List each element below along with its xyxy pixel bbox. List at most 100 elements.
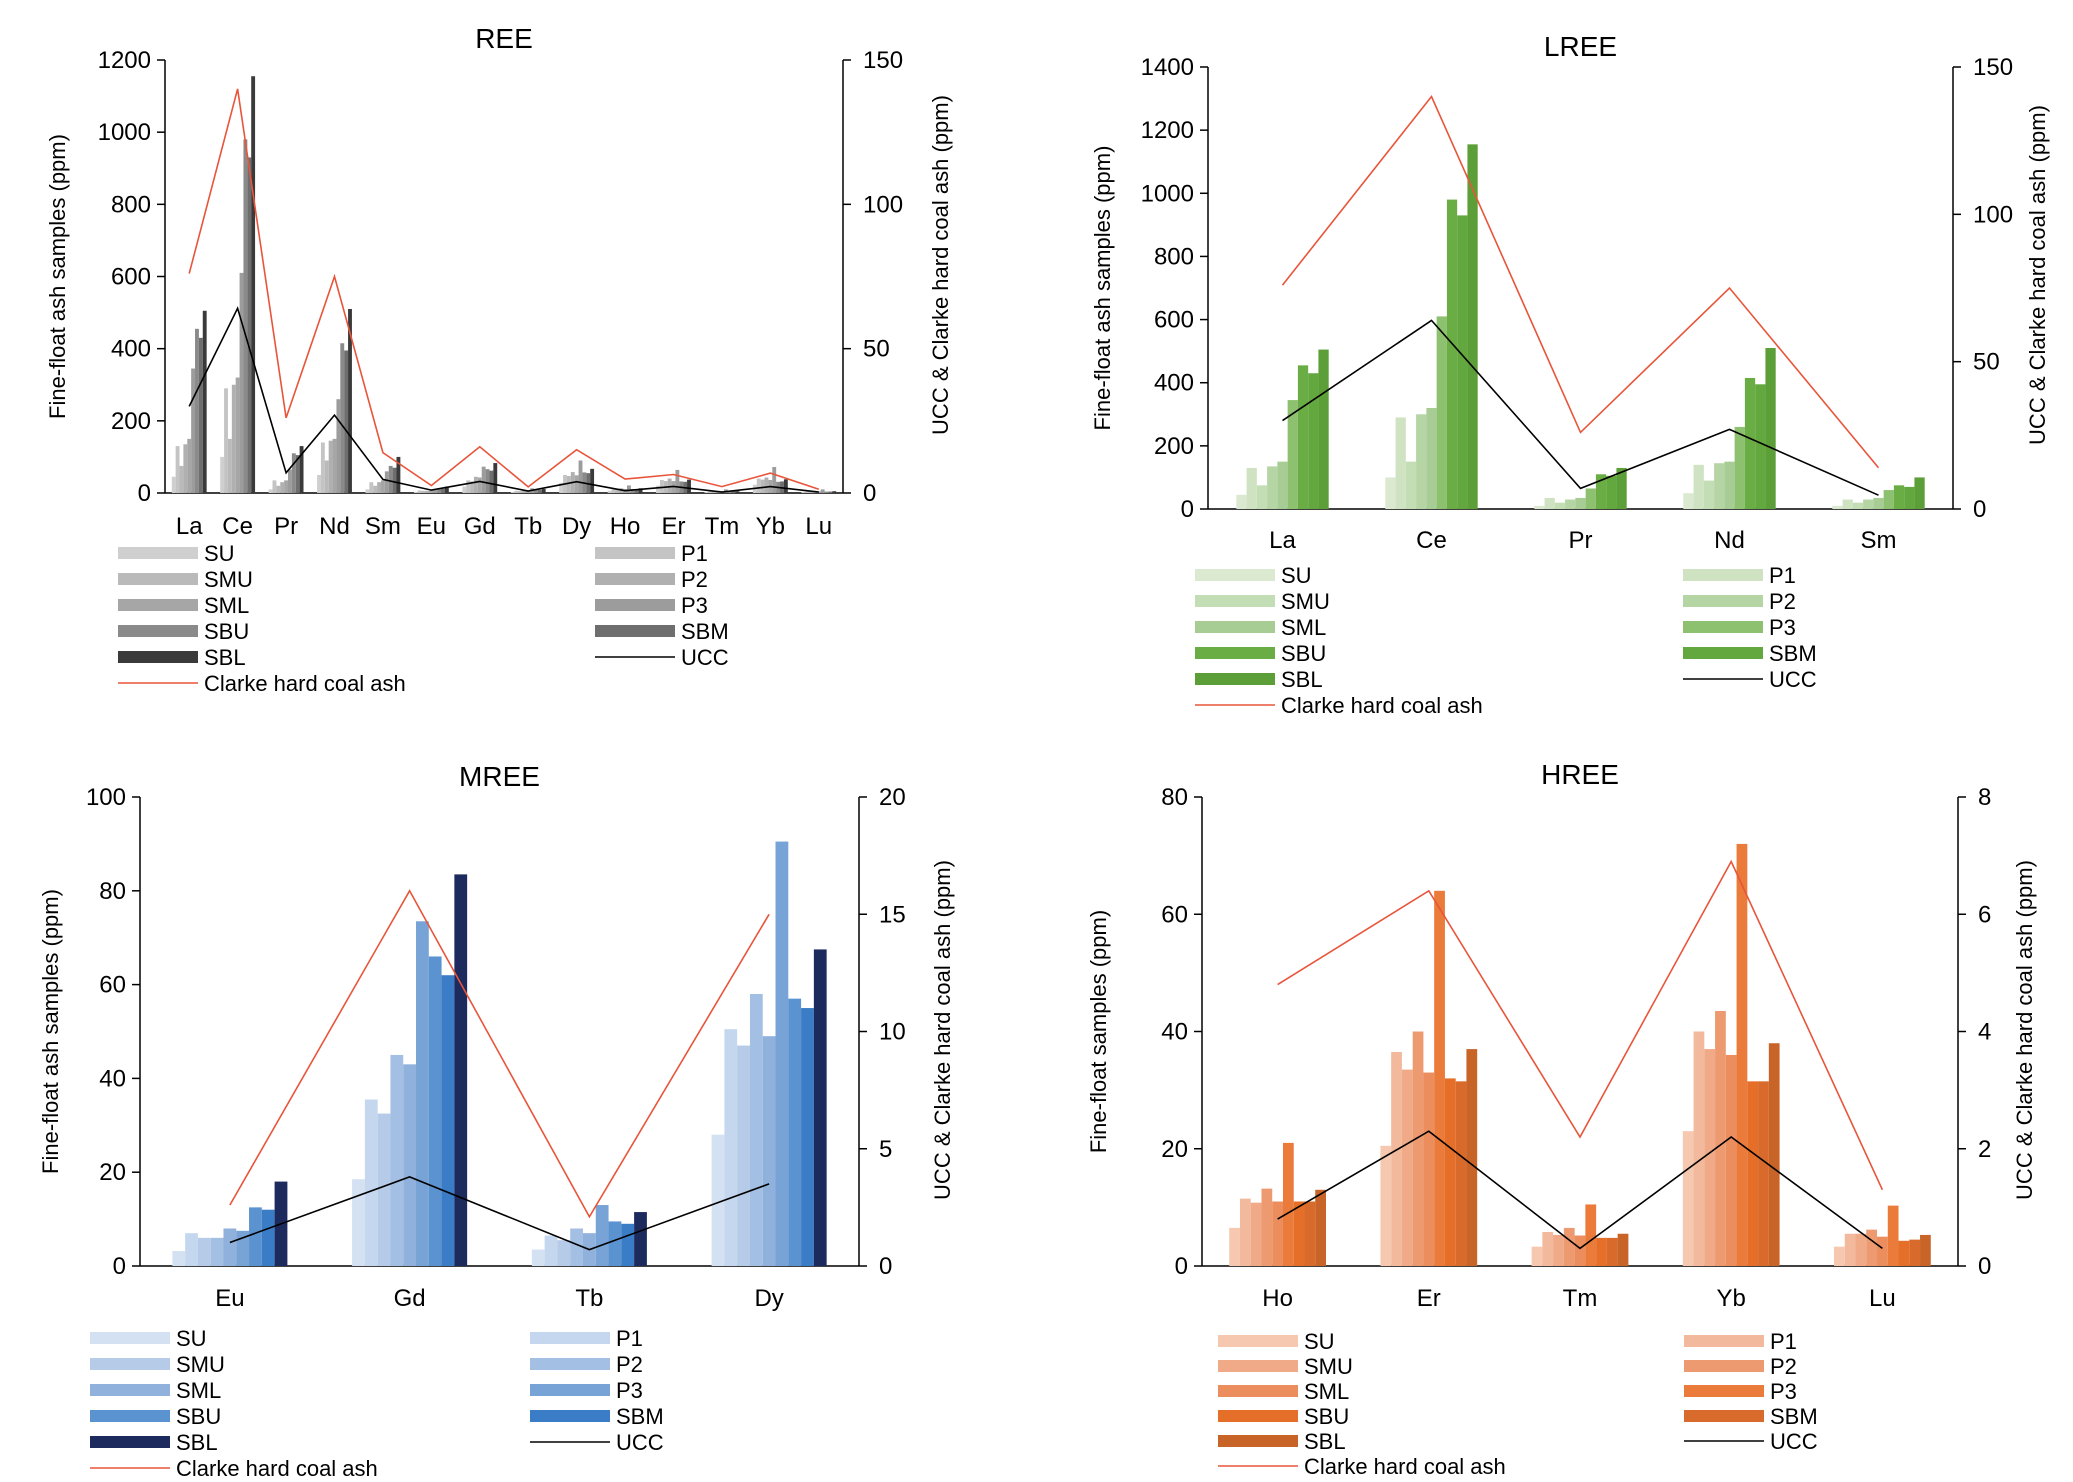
x-tick-label: Lu — [805, 513, 832, 540]
bar-SU-La — [1236, 494, 1247, 509]
bar-P2-Gd — [473, 476, 478, 493]
bar-SML-Eu — [429, 490, 434, 493]
legend-label-SBU: SBU — [1281, 641, 1326, 666]
bar-P3-Eu — [433, 490, 438, 493]
y2-tick-label: 20 — [879, 784, 906, 811]
x-tick-label: Dy — [754, 1285, 783, 1312]
bar-SBU-Gd — [485, 469, 490, 493]
legend-label-SU: SU — [1304, 1329, 1335, 1354]
bar-SMU-Ce — [1405, 461, 1417, 509]
y-axis-label: Fine-float ash samples (ppm) — [45, 134, 70, 419]
legend-label-SBL: SBL — [204, 645, 246, 670]
chart-mree: MREE 0 20 40 60 80 100 0 5 10 15 20 Fine-float ash s… — [38, 761, 955, 1481]
bar-SBL-Yb — [783, 479, 788, 493]
bar-SML-Lu — [1877, 1236, 1888, 1266]
bar-SBL-Yb — [1768, 1043, 1780, 1266]
legend-swatch-SBM — [1684, 1410, 1764, 1422]
series-SBL — [202, 76, 837, 494]
bar-SBL-Ho — [638, 488, 643, 493]
bar-P3-Yb — [772, 467, 777, 493]
bar-P1-Ce — [224, 388, 228, 493]
legend-swatch-SML — [118, 599, 198, 611]
bar-SBM-Pr — [1606, 475, 1617, 509]
bar-SMU-Tb — [518, 491, 523, 493]
legend-label-P1: P1 — [681, 541, 708, 566]
y-tick-label: 400 — [111, 336, 151, 363]
legend-label-SBL: SBL — [1281, 667, 1323, 692]
bar-P1-Tm — [1542, 1231, 1554, 1266]
legend-label-P3: P3 — [616, 1378, 643, 1403]
legend-label-SU: SU — [176, 1326, 207, 1351]
legend-swatch-P1 — [530, 1332, 610, 1344]
bar-SBL-Sm — [396, 456, 401, 493]
bar-SML-Er — [1423, 1072, 1435, 1266]
bar-SBM-Tb — [621, 1223, 635, 1266]
legend-label-P3: P3 — [1769, 615, 1796, 640]
y-tick-label: 0 — [1181, 496, 1194, 523]
series-SML — [1272, 1054, 1888, 1266]
legend-label-P2: P2 — [1770, 1354, 1797, 1379]
x-tick-label: Eu — [215, 1285, 244, 1312]
bar-SU-Sm — [365, 489, 370, 493]
legend-swatch-SBL — [90, 1436, 170, 1448]
bar-SMU-Er — [1401, 1069, 1413, 1266]
y-tick-label: 200 — [111, 408, 151, 435]
series-P1 — [1246, 417, 1853, 509]
bar-SBL-Gd — [454, 874, 468, 1266]
bar-SU-Dy — [559, 482, 564, 493]
bar-P1-Gd — [466, 480, 471, 493]
bar-SU-Eu — [172, 1250, 186, 1266]
bar-SU-Gd — [352, 1179, 365, 1266]
bar-P2-Tb — [570, 1228, 583, 1266]
bar-SMU-Eu — [421, 490, 426, 493]
x-tick-label: Yb — [756, 513, 785, 540]
legend-swatch-P2 — [595, 573, 675, 585]
legend-swatch-SBL — [1218, 1435, 1298, 1447]
y-tick-label: 1400 — [1141, 54, 1194, 81]
bar-P3-Nd — [336, 399, 341, 493]
bar-SMU-Lu — [809, 491, 813, 493]
legend-label-ucc: UCC — [1769, 667, 1817, 692]
bar-P2-Nd — [1714, 463, 1725, 509]
bar-SMU-Dy — [566, 476, 571, 493]
series-SML — [223, 1036, 776, 1266]
bar-SBM-Tm — [731, 491, 736, 493]
bar-SBU-Pr — [291, 453, 296, 493]
bar-SU-Tm — [1531, 1246, 1543, 1266]
bar-SU-Lu — [1834, 1246, 1845, 1266]
legend-label-SMU: SMU — [1281, 589, 1330, 614]
bar-P1-Ho — [1239, 1198, 1251, 1266]
legend-swatch-SMU — [1218, 1360, 1298, 1372]
bar-SBL-Pr — [299, 446, 304, 493]
bar-SMU-Yb — [1704, 1049, 1716, 1266]
x-tick-label: Er — [662, 513, 686, 540]
bar-SMU-Pr — [276, 485, 281, 493]
bar-SML-Ho — [1272, 1201, 1283, 1266]
y2-tick-label: 50 — [863, 336, 890, 363]
y-tick-label: 800 — [111, 191, 151, 218]
chart-lree: LREE 0 200 400 600 800 1000 1200 1400 0 50 100 150 Fi… — [1090, 31, 2050, 718]
chart-hree: HREE 0 20 40 60 80 0 2 4 6 8 Fine-float samples (pp… — [1086, 759, 2037, 1479]
legend-swatch-SBU — [90, 1410, 170, 1422]
legend-label-SMU: SMU — [176, 1352, 225, 1377]
bar-P2-Eu — [425, 490, 430, 493]
legend-swatch-P2 — [1684, 1360, 1764, 1372]
y-tick-label: 1000 — [1141, 180, 1194, 207]
bar-SBL-Ce — [251, 76, 256, 494]
legend-swatch-P3 — [595, 599, 675, 611]
y-tick-label: 100 — [86, 784, 126, 811]
x-tick-label: Pr — [1569, 527, 1593, 554]
bar-SBU-Yb — [1747, 1081, 1759, 1266]
y2-tick-label: 0 — [879, 1253, 892, 1280]
bar-P2-Pr — [280, 482, 285, 493]
bar-SBU-Ce — [1446, 199, 1458, 509]
legend-swatch-SU — [90, 1332, 170, 1344]
bar-SMU-La — [1256, 485, 1268, 509]
legend-swatch-SMU — [90, 1358, 170, 1370]
legend-swatch-SBM — [530, 1410, 610, 1422]
bar-SBL-Lu — [832, 491, 837, 493]
bar-SMU-Sm — [373, 485, 378, 493]
